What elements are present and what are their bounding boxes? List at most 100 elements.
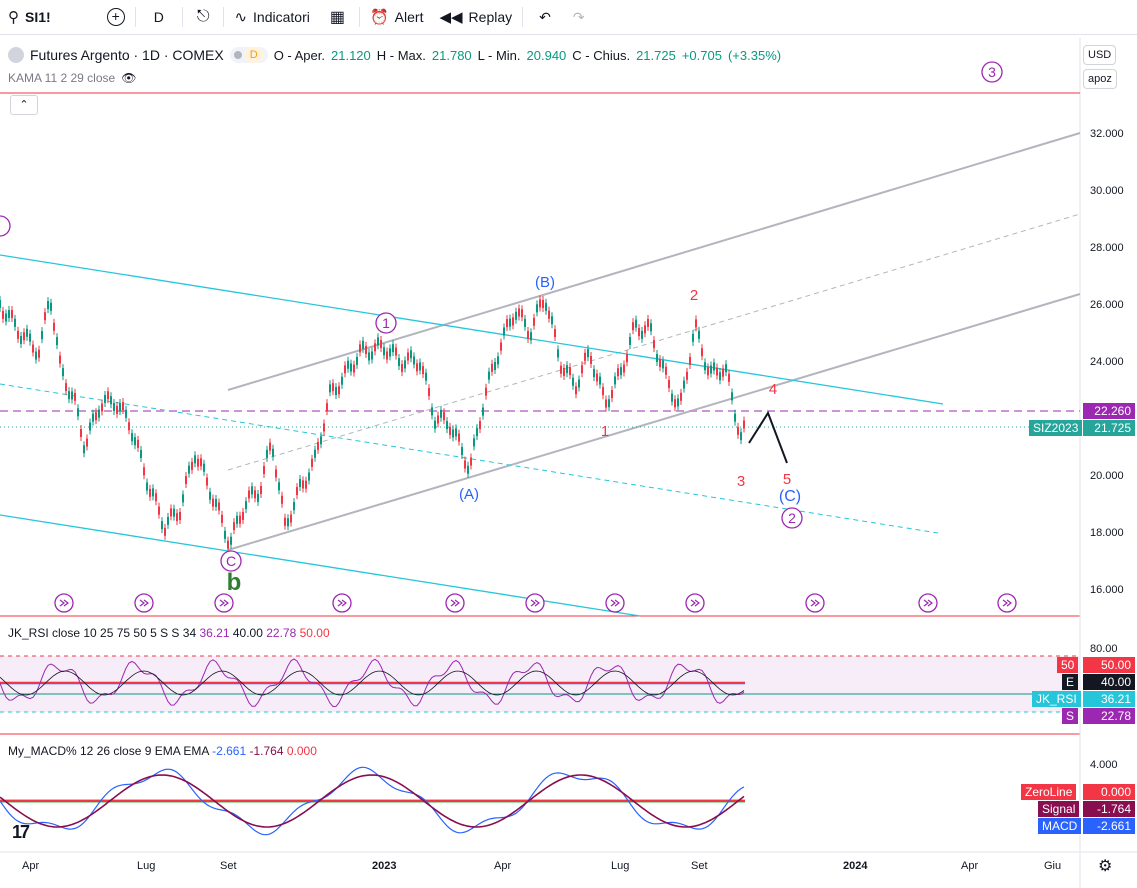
redo-button[interactable]: ↷	[565, 0, 593, 34]
replay-label: Replay	[468, 9, 513, 25]
top-toolbar: ⚲ SI1! + D ⎋ ∿ Indicatori ▦ ⏰ Alert ◀◀ R…	[0, 0, 1137, 35]
candle-body	[731, 392, 733, 401]
eye-off-icon[interactable]: 👁	[121, 71, 137, 85]
candle-body	[44, 312, 46, 321]
change-value: +0.705	[681, 47, 722, 63]
candle-body	[86, 438, 88, 447]
collapse-legend-button[interactable]: ⌃	[10, 95, 38, 115]
symbol-search-button[interactable]: ⚲ SI1!	[0, 0, 59, 34]
candle-body	[47, 301, 49, 310]
candle-body	[416, 363, 418, 372]
layouts-button[interactable]: ▦	[318, 0, 357, 34]
rsi-value-2: 40.00	[232, 626, 263, 640]
candle-body	[248, 490, 250, 499]
candle-body	[446, 421, 448, 430]
event-marker-arrows	[59, 599, 69, 607]
indicators-button[interactable]: ∿ Indicatori	[226, 0, 317, 34]
trendline-cyan	[0, 254, 944, 405]
candle-body	[698, 330, 700, 339]
candle-body	[254, 490, 256, 499]
candle-body	[740, 432, 742, 441]
event-marker-arrows	[139, 599, 149, 607]
macd-tag-label: MACD	[1038, 818, 1082, 834]
interval-button[interactable]: D	[138, 0, 180, 34]
divider	[358, 7, 360, 27]
candle-body	[80, 429, 82, 438]
candle-body	[578, 379, 580, 388]
undo-button[interactable]: ↶	[525, 0, 565, 34]
candle-body	[131, 433, 133, 442]
candle-body	[74, 392, 76, 401]
candle-body	[653, 340, 655, 349]
settings-gear-icon[interactable]: ⚙	[1098, 858, 1113, 875]
candle-body	[488, 371, 490, 380]
replay-button[interactable]: ◀◀ Replay	[431, 0, 520, 34]
currency-button[interactable]: USD	[1083, 45, 1117, 65]
candle-body	[482, 407, 484, 416]
candle-body	[20, 335, 22, 344]
chart-area[interactable]: b C 1 3 2 (A) (B) (C) 1 2 3 4 5 Futures Argento · 1D…	[0, 38, 1137, 888]
rsi-tag-label: E	[1062, 674, 1079, 690]
candle-body	[62, 368, 64, 377]
candle-body	[317, 441, 319, 450]
candle-body	[167, 516, 169, 525]
candle-body	[218, 502, 220, 511]
candle-body	[419, 362, 421, 371]
grid-icon: ▦	[329, 9, 345, 26]
candle-body	[32, 344, 34, 353]
candle-body	[95, 412, 97, 421]
candle-body	[734, 413, 736, 422]
candle-body	[206, 477, 208, 486]
projection-path	[748, 410, 788, 464]
candle-body	[56, 337, 58, 346]
candle-body	[497, 356, 499, 365]
time-axis-label: Lug	[611, 860, 630, 872]
rsi-legend[interactable]: JK_RSI close 10 25 75 50 5 S S 34 36.21 …	[8, 626, 330, 640]
candle-body	[140, 450, 142, 459]
candle-body	[263, 466, 265, 475]
indicator-legend-kama[interactable]: KAMA 11 2 29 close 👁	[8, 71, 136, 85]
candle-body	[656, 354, 658, 363]
candle-body	[137, 439, 139, 448]
candle-body	[557, 349, 559, 358]
open-value: 21.120	[331, 47, 371, 63]
macd-legend[interactable]: My_MACD% 12 26 close 9 EMA EMA -2.661 -1…	[8, 744, 317, 758]
candle-body	[155, 493, 157, 502]
price-chart-canvas[interactable]: bC 1 3 2 (A) (B) (C) 1 2 3 4 5	[0, 38, 1137, 888]
wave-label-red-3: 3	[737, 473, 745, 490]
candle-body	[383, 347, 385, 356]
candle-body	[587, 349, 589, 358]
candle-body	[407, 352, 409, 361]
macd-tag-value: 0.000	[1083, 784, 1135, 800]
compare-button[interactable]: +	[99, 0, 133, 34]
candle-body	[683, 380, 685, 389]
candle-body	[170, 508, 172, 517]
event-marker-arrows	[1002, 599, 1012, 607]
candle-body	[608, 399, 610, 408]
close-label: C - Chius.	[572, 47, 631, 63]
candle-body	[353, 364, 355, 373]
candle-body	[638, 328, 640, 337]
tradingview-logo[interactable]: 17	[12, 822, 30, 842]
candle-body	[512, 317, 514, 326]
candle-body	[635, 319, 637, 328]
divider	[522, 7, 524, 27]
alert-button[interactable]: ⏰ Alert	[362, 0, 431, 34]
price-axis-label: 24.000	[1090, 356, 1124, 368]
scale-mode-button[interactable]: apoz	[1083, 69, 1117, 89]
candle-body	[434, 420, 436, 429]
session-badge: D	[229, 47, 268, 63]
rsi-value-1: 36.21	[199, 626, 230, 640]
candle-body	[188, 465, 190, 474]
plus-circle-icon: +	[106, 8, 125, 26]
wave-label-partial-circle	[0, 215, 11, 237]
candle-body	[221, 514, 223, 523]
chart-type-button[interactable]: ⎋	[185, 0, 222, 34]
candle-body	[692, 333, 694, 342]
rsi-value-3: 22.78	[266, 626, 297, 640]
wave-label-red-4: 4	[769, 381, 777, 398]
candle-body	[335, 387, 337, 396]
candle-body	[341, 376, 343, 385]
candle-body	[671, 393, 673, 402]
candle-body	[677, 398, 679, 407]
